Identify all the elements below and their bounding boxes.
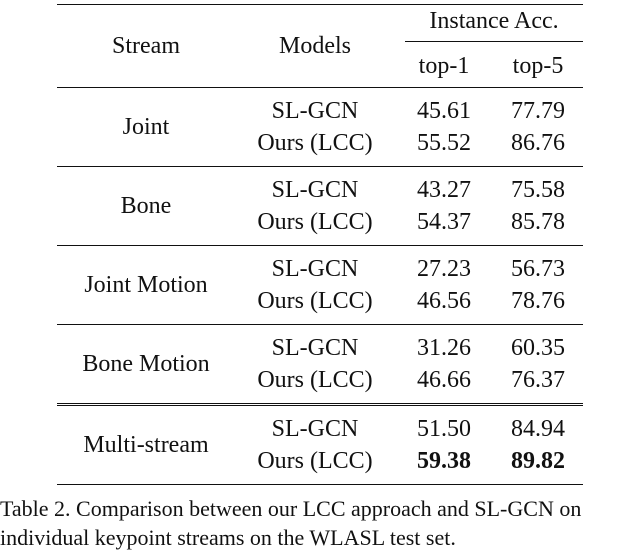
top5-value: 85.78: [511, 209, 565, 235]
models-cell: SL-GCN Ours (LCC): [235, 324, 395, 405]
table-row-joint-motion: Joint Motion SL-GCN Ours (LCC) 27.23 46.…: [57, 245, 583, 325]
top1-value: 46.56: [417, 288, 471, 314]
stream-cell: Multi-stream: [57, 403, 235, 485]
top1-value: 51.50: [417, 416, 471, 442]
stream-cell: Bone: [57, 166, 235, 246]
model-name: Ours (LCC): [257, 448, 373, 474]
caption-line-1: Table 2. Comparison between our LCC appr…: [0, 496, 582, 521]
header-top5: top-5: [512, 52, 564, 79]
table-caption: Table 2. Comparison between our LCC appr…: [0, 494, 640, 552]
models-cell: SL-GCN Ours (LCC): [235, 87, 395, 167]
header-top1: top-1: [418, 52, 470, 79]
model-name: SL-GCN: [271, 256, 359, 282]
top5-cell: 75.58 85.78: [493, 166, 583, 246]
top5-value: 86.76: [511, 130, 565, 156]
model-name: SL-GCN: [271, 177, 359, 203]
table-row-multi-stream: Multi-stream SL-GCN Ours (LCC) 51.50 59.…: [57, 403, 583, 485]
top5-cell: 77.79 86.76: [493, 87, 583, 167]
top1-value: 55.52: [417, 130, 471, 156]
top5-cell: 56.73 78.76: [493, 245, 583, 325]
top5-value: 56.73: [511, 256, 565, 282]
model-name: SL-GCN: [271, 98, 359, 124]
models-cell: SL-GCN Ours (LCC): [235, 245, 395, 325]
caption-line-2: individual keypoint streams on the WLASL…: [0, 525, 456, 550]
top5-value: 78.76: [511, 288, 565, 314]
stream-cell: Joint: [57, 87, 235, 167]
table-row-bone: Bone SL-GCN Ours (LCC) 43.27 54.37 75.58…: [57, 166, 583, 246]
header-row-1: Stream Models Instance Acc.: [57, 4, 583, 88]
top1-cell: 31.26 46.66: [395, 324, 493, 405]
top1-cell: 27.23 46.56: [395, 245, 493, 325]
models-cell: SL-GCN Ours (LCC): [235, 166, 395, 246]
top1-value-best: 59.38: [417, 448, 471, 474]
model-name: SL-GCN: [271, 416, 359, 442]
top5-cell: 60.35 76.37: [493, 324, 583, 405]
top1-cell: 51.50 59.38: [395, 403, 493, 485]
top1-value: 46.66: [417, 367, 471, 393]
model-name: Ours (LCC): [257, 209, 373, 235]
table-row-joint: Joint SL-GCN Ours (LCC) 45.61 55.52 77.7…: [57, 87, 583, 167]
model-name: Ours (LCC): [257, 288, 373, 314]
models-cell: SL-GCN Ours (LCC): [235, 403, 395, 485]
stream-cell: Joint Motion: [57, 245, 235, 325]
header-instance-acc-label: Instance Acc.: [405, 8, 583, 42]
top5-value-best: 89.82: [511, 448, 565, 474]
top1-value: 54.37: [417, 209, 471, 235]
top5-value: 84.94: [511, 416, 565, 442]
header-instance-acc: Instance Acc.: [395, 4, 583, 45]
model-name: Ours (LCC): [257, 130, 373, 156]
header-models: Models: [235, 4, 395, 88]
results-table-container: Stream Models Instance Acc. top-1 top-5 …: [57, 4, 583, 485]
results-table: Stream Models Instance Acc. top-1 top-5 …: [57, 4, 583, 485]
model-name: Ours (LCC): [257, 367, 373, 393]
top5-value: 76.37: [511, 367, 565, 393]
top5-cell: 84.94 89.82: [493, 403, 583, 485]
stream-cell: Bone Motion: [57, 324, 235, 405]
table-row-bone-motion: Bone Motion SL-GCN Ours (LCC) 31.26 46.6…: [57, 324, 583, 405]
top1-cell: 43.27 54.37: [395, 166, 493, 246]
top5-value: 60.35: [511, 335, 565, 361]
top5-value: 75.58: [511, 177, 565, 203]
top1-value: 27.23: [417, 256, 471, 282]
header-row-2: top-1 top-5: [57, 45, 583, 88]
header-stream: Stream: [57, 4, 235, 88]
top1-value: 43.27: [417, 177, 471, 203]
model-name: SL-GCN: [271, 335, 359, 361]
top5-value: 77.79: [511, 98, 565, 124]
top1-value: 45.61: [417, 98, 471, 124]
top1-cell: 45.61 55.52: [395, 87, 493, 167]
top1-value: 31.26: [417, 335, 471, 361]
